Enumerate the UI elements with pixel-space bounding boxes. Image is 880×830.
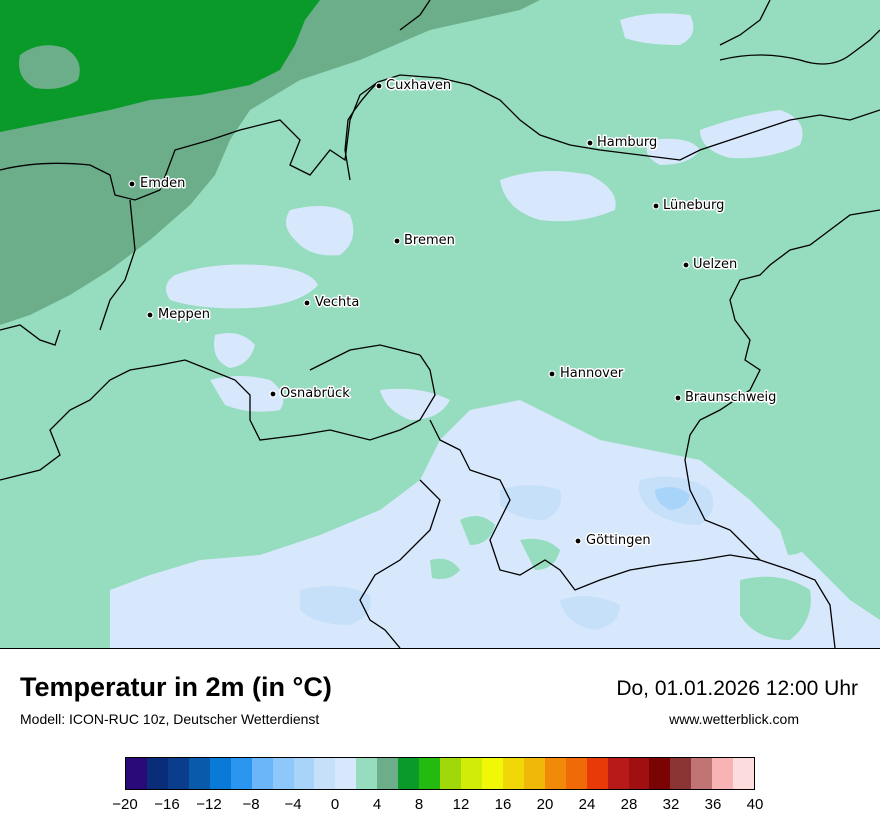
colorbar-swatch [251, 758, 273, 789]
map-title: Temperatur in 2m (in °C) [20, 672, 332, 702]
colorbar-swatch [733, 758, 755, 789]
colorbar-tick-label: 20 [536, 796, 554, 813]
colorbar-swatch [670, 758, 692, 789]
temperature-field-minus4-2 [655, 486, 690, 510]
colorbar-swatch [461, 758, 482, 789]
colorbar-swatch [209, 758, 231, 789]
temperature-field-2-4-islands [430, 516, 812, 640]
colorbar-swatch [398, 758, 420, 789]
colorbar-swatch [272, 758, 294, 789]
svg-text:Braunschweig: Braunschweig [685, 390, 776, 405]
colorbar-tick-label: −20 [112, 796, 138, 813]
city-cuxhaven: Cuxhaven [375, 77, 453, 95]
svg-text:Osnabrück: Osnabrück [280, 386, 350, 401]
svg-text:Hamburg: Hamburg [597, 135, 657, 150]
svg-text:Vechta: Vechta [315, 295, 359, 310]
colorbar-tick-label: −4 [284, 796, 302, 813]
colorbar-tick-label: 4 [372, 796, 382, 813]
colorbar-swatch [126, 758, 147, 789]
colorbar-swatch [188, 758, 210, 789]
colorbar-tick-label: 40 [746, 796, 764, 813]
city-vechta: Vechta [303, 294, 361, 312]
city-goettingen: Göttingen [574, 532, 652, 550]
colorbar-tick-label: −8 [242, 796, 260, 813]
colorbar-swatch [544, 758, 566, 789]
colorbar-swatch [377, 758, 399, 789]
website-link[interactable]: www.wetterblick.com [669, 711, 799, 727]
temperature-colorbar [125, 757, 755, 790]
colorbar-swatch [419, 758, 441, 789]
colorbar-tick-label: −12 [196, 796, 222, 813]
temperature-map: Cuxhaven Hamburg Emden Lüneburg Bremen U… [0, 0, 880, 649]
colorbar-tick-label: 36 [704, 796, 722, 813]
colorbar-tick-label: 12 [452, 796, 470, 813]
colorbar-swatch [523, 758, 545, 789]
city-meppen: Meppen [146, 306, 211, 324]
colorbar-swatch [356, 758, 378, 789]
colorbar-swatch [167, 758, 189, 789]
colorbar-tick-label: −16 [154, 796, 180, 813]
colorbar-swatch [440, 758, 461, 789]
colorbar-tick-label: 16 [494, 796, 512, 813]
colorbar-swatch [481, 758, 503, 789]
model-subtitle: Modell: ICON-RUC 10z, Deutscher Wetterdi… [20, 711, 320, 727]
temperature-field-0-2 [110, 13, 880, 648]
colorbar-swatch [230, 758, 252, 789]
svg-text:Bremen: Bremen [404, 233, 455, 248]
colorbar-swatch [565, 758, 587, 789]
svg-text:Uelzen: Uelzen [693, 257, 737, 272]
colorbar-swatch [146, 758, 168, 789]
svg-text:Hannover: Hannover [560, 366, 624, 381]
coastline-borders [0, 0, 880, 648]
city-bremen: Bremen [393, 232, 456, 250]
svg-text:Göttingen: Göttingen [586, 533, 651, 548]
city-hannover: Hannover [548, 365, 625, 383]
svg-text:Cuxhaven: Cuxhaven [386, 78, 451, 93]
colorbar-tick-label: 24 [578, 796, 596, 813]
forecast-datetime: Do, 01.01.2026 12:00 Uhr [616, 677, 858, 700]
svg-text:Emden: Emden [140, 176, 185, 191]
city-lueneburg: Lüneburg [652, 197, 726, 215]
colorbar-swatch [712, 758, 734, 789]
city-hamburg: Hamburg [586, 134, 659, 152]
colorbar-tick-label: 8 [414, 796, 424, 813]
colorbar-swatch [628, 758, 650, 789]
colorbar-swatch [335, 758, 357, 789]
colorbar-swatch [607, 758, 629, 789]
colorbar-tick-label: 0 [330, 796, 340, 813]
colorbar-swatch [649, 758, 671, 789]
temperature-field-8-10 [0, 0, 320, 132]
city-osnabrueck: Osnabrück [269, 385, 352, 403]
colorbar-tick-label: 32 [662, 796, 680, 813]
city-uelzen: Uelzen [682, 256, 739, 274]
svg-text:Lüneburg: Lüneburg [663, 198, 724, 213]
colorbar-tick-label: 28 [620, 796, 638, 813]
svg-text:Meppen: Meppen [158, 307, 210, 322]
temperature-patch [19, 45, 80, 89]
city-emden: Emden [128, 175, 187, 193]
colorbar-swatch [314, 758, 336, 789]
colorbar-swatch [586, 758, 608, 789]
colorbar-swatch [502, 758, 524, 789]
city-braunschweig: Braunschweig [674, 389, 778, 407]
colorbar-swatch [293, 758, 315, 789]
colorbar-swatch [691, 758, 713, 789]
